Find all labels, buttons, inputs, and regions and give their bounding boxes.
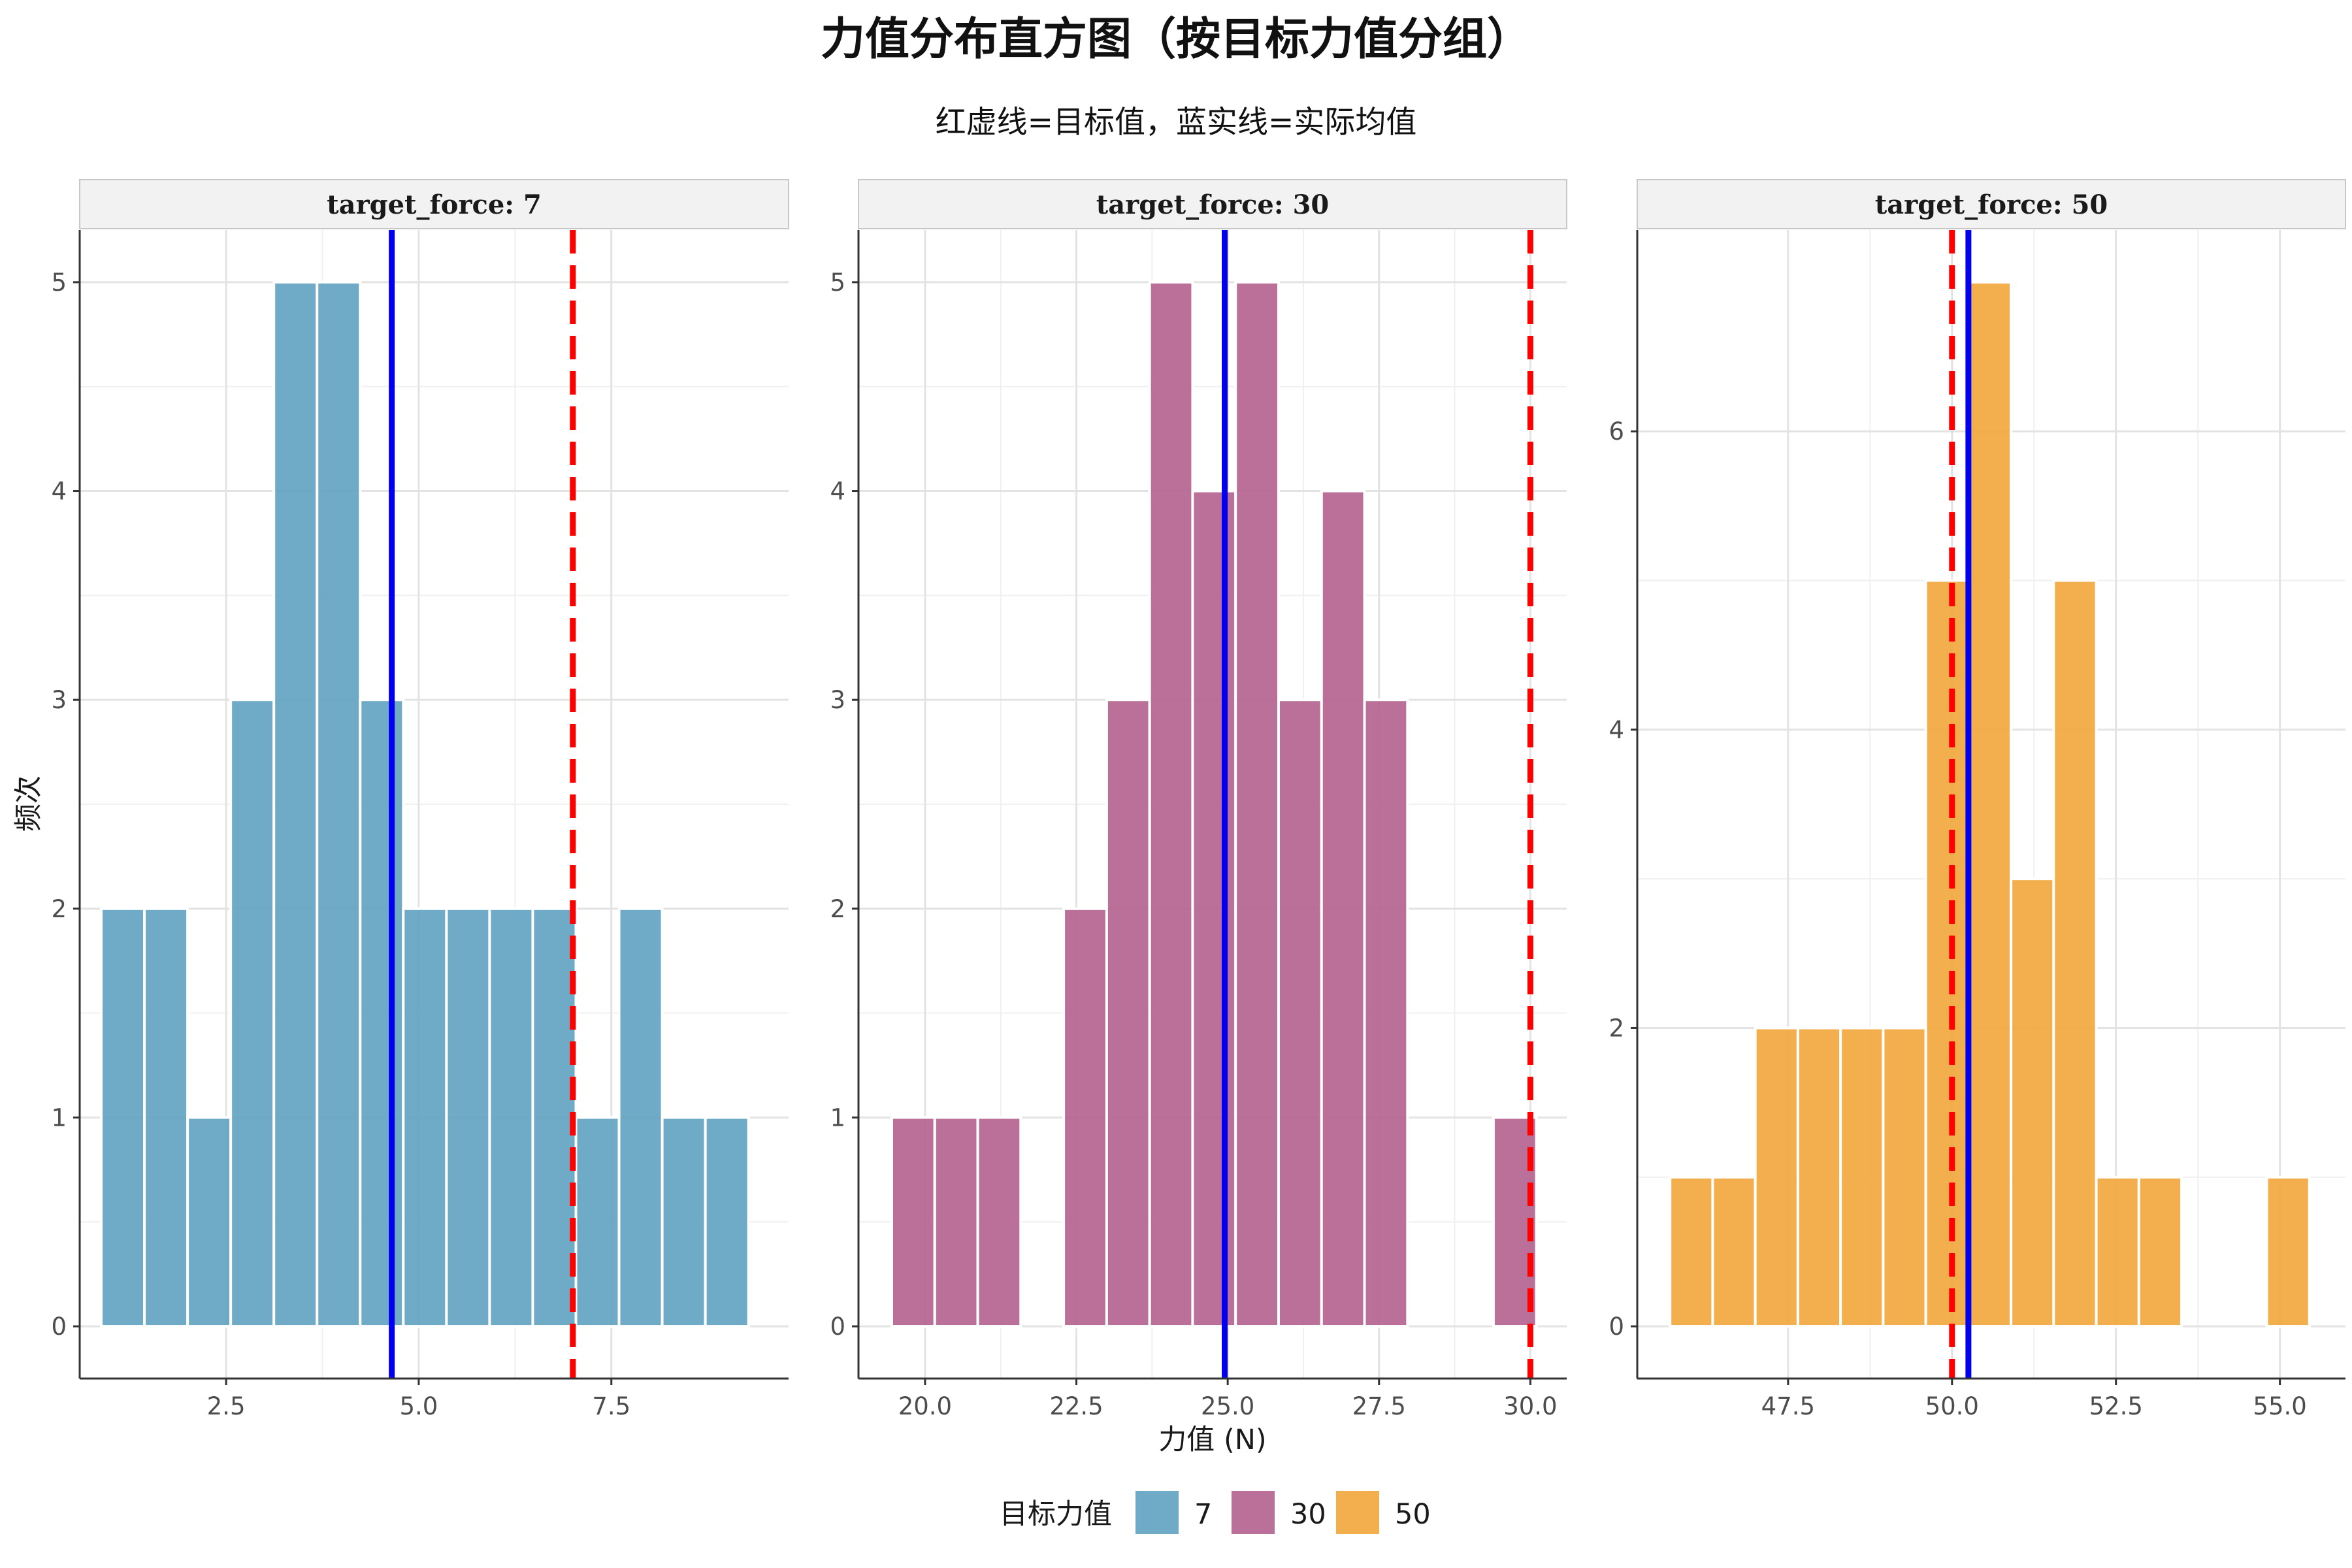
histogram-bar (1669, 1175, 1714, 1328)
facet-strip-2 (1637, 179, 2346, 229)
y-tick-label: 4 (51, 478, 67, 506)
y-tick-label: 3 (830, 686, 845, 714)
y-tick-label: 1 (51, 1103, 67, 1132)
histogram-bar (1363, 698, 1409, 1328)
legend-label-7: 7 (1194, 1498, 1212, 1531)
facet-strip-0 (79, 179, 789, 229)
facet-strip-label-2: target_force: 50 (1875, 189, 2108, 220)
y-tick-label: 6 (1609, 417, 1624, 446)
histogram-bar (1105, 698, 1151, 1328)
y-tick-label: 1 (830, 1103, 845, 1132)
chart-subtitle: 红虚线=目标值，蓝实线=实际均值 (935, 105, 1417, 140)
histogram-bar (2265, 1175, 2311, 1328)
histogram-bar (890, 1116, 936, 1328)
x-tick-label: 52.5 (2089, 1392, 2143, 1420)
histogram-bar (2052, 579, 2098, 1328)
y-axis-title: 频次 (12, 776, 45, 832)
histogram-bar (976, 1116, 1022, 1328)
y-tick-label: 2 (1609, 1014, 1624, 1042)
x-tick-label: 30.0 (1503, 1392, 1557, 1420)
y-tick-label: 0 (830, 1313, 845, 1341)
histogram-bar (1062, 907, 1108, 1328)
histogram-bar (272, 280, 319, 1328)
y-tick-label: 3 (51, 686, 67, 714)
histogram-bar (100, 907, 146, 1328)
histogram-bar (1277, 698, 1323, 1328)
y-tick-label: 0 (1609, 1313, 1624, 1341)
legend-title: 目标力值 (1000, 1498, 1112, 1531)
y-tick-label: 2 (51, 895, 67, 923)
histogram-bar (1839, 1026, 1885, 1328)
histogram-bar (2095, 1175, 2140, 1328)
y-tick-label: 5 (51, 269, 67, 297)
y-tick-label: 0 (51, 1313, 67, 1341)
histogram-bar (1967, 280, 2013, 1328)
x-axis-title: 力值 (N) (1158, 1424, 1266, 1456)
histogram-bar (1148, 280, 1194, 1328)
histogram-bar (143, 907, 189, 1328)
x-tick-label: 7.5 (592, 1392, 630, 1420)
histogram-bar (1711, 1175, 1757, 1328)
legend-swatch-50 (1336, 1491, 1379, 1534)
histogram-bar (186, 1116, 233, 1328)
x-tick-label: 25.0 (1201, 1392, 1254, 1420)
histogram-bar (359, 698, 405, 1328)
x-tick-label: 20.0 (898, 1392, 952, 1420)
x-tick-label: 50.0 (1925, 1392, 1979, 1420)
x-tick-label: 27.5 (1352, 1392, 1406, 1420)
histogram-bar (445, 907, 491, 1328)
histogram-bar (531, 907, 578, 1328)
histogram-bar (1754, 1026, 1799, 1328)
histogram-bar (2137, 1175, 2183, 1328)
histogram-bar (2010, 877, 2055, 1328)
histogram-bar (229, 698, 276, 1328)
y-tick-label: 4 (1609, 716, 1624, 744)
x-tick-label: 55.0 (2253, 1392, 2306, 1420)
x-tick-label: 2.5 (207, 1392, 246, 1420)
x-tick-label: 5.0 (399, 1392, 438, 1420)
histogram-bar (1924, 579, 1970, 1328)
legend-swatch-30 (1232, 1491, 1275, 1534)
histogram-bar (704, 1116, 750, 1328)
histogram-bar (488, 907, 534, 1328)
legend-label-30: 30 (1290, 1498, 1326, 1531)
histogram-bar (316, 280, 362, 1328)
facet-strip-label-1: target_force: 30 (1096, 189, 1329, 220)
x-tick-label: 47.5 (1761, 1392, 1815, 1420)
histogram-bar (933, 1116, 979, 1328)
histogram-bar (1234, 280, 1280, 1328)
histogram-bar (661, 1116, 707, 1328)
facet-strip-label-0: target_force: 7 (327, 189, 542, 220)
histogram-bar (1796, 1026, 1842, 1328)
chart-title: 力值分布直方图（按目标力值分组） (820, 13, 1531, 65)
facet-strip-1 (858, 179, 1567, 229)
y-tick-label: 5 (830, 269, 845, 297)
legend-label-50: 50 (1395, 1498, 1431, 1531)
x-tick-label: 22.5 (1049, 1392, 1103, 1420)
histogram-bar (617, 907, 664, 1328)
y-tick-label: 2 (830, 895, 845, 923)
y-tick-label: 4 (830, 478, 845, 506)
legend-swatch-7 (1135, 1491, 1179, 1534)
histogram-bar (402, 907, 448, 1328)
histogram-bar (1882, 1026, 1927, 1328)
histogram-bar (574, 1116, 621, 1328)
histogram-bar (1320, 489, 1366, 1328)
histogram-bar (1191, 489, 1237, 1328)
